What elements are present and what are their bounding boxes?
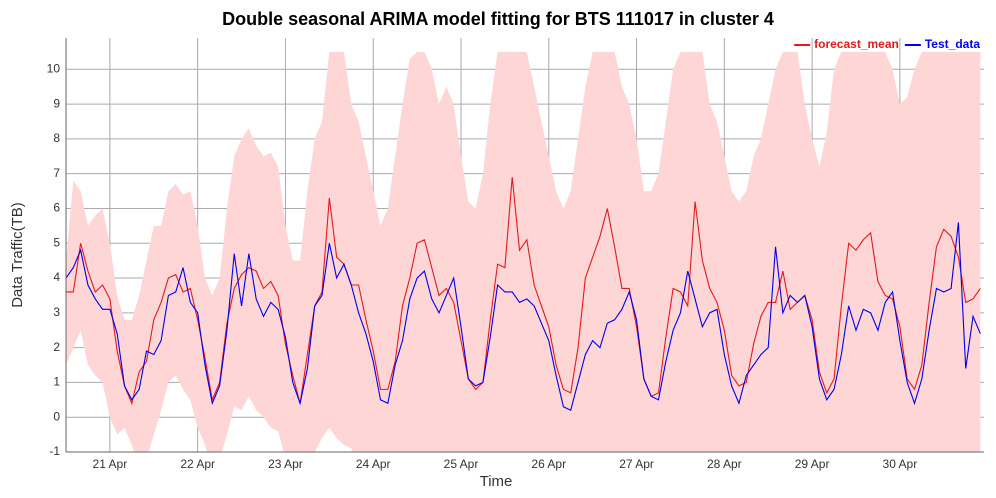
legend-label: forecast_mean: [814, 37, 899, 51]
x-tick-label: 21 Apr: [93, 457, 128, 471]
x-tick-label: 30 Apr: [883, 457, 918, 471]
legend-label: Test_data: [925, 37, 980, 51]
x-tick-label: 29 Apr: [795, 457, 830, 471]
y-tick-label: 5: [53, 235, 60, 249]
y-tick-label: 9: [53, 96, 60, 110]
y-tick-label: 2: [53, 340, 60, 354]
y-tick-label: 1: [53, 375, 60, 389]
y-tick-label: 0: [53, 409, 60, 423]
x-tick-label: 25 Apr: [444, 457, 479, 471]
y-tick-label: 10: [47, 61, 61, 75]
series-line: [66, 177, 981, 406]
x-tick-label: 23 Apr: [268, 457, 303, 471]
y-tick-label: 3: [53, 305, 60, 319]
legend: Test_data forecast_mean: [794, 37, 980, 51]
x-tick-label: 22 Apr: [180, 457, 215, 471]
y-tick-label: 6: [53, 201, 60, 215]
plot-area: [66, 51, 981, 452]
y-axis-label: Data Traffic(TB): [9, 202, 26, 308]
y-tick-label: 4: [53, 270, 60, 284]
y-tick-label: -1: [49, 444, 60, 458]
x-axis-label: Time: [480, 473, 513, 490]
x-tick-label: 28 Apr: [707, 457, 742, 471]
series-line: [66, 222, 981, 412]
x-tick-label: 26 Apr: [531, 457, 566, 471]
x-tick-label: 27 Apr: [619, 457, 654, 471]
y-tick-label: 7: [53, 166, 60, 180]
y-tick-label: 8: [53, 131, 60, 145]
x-tick-label: 24 Apr: [356, 457, 391, 471]
chart-title: Double seasonal ARIMA model fitting for …: [222, 9, 774, 29]
confidence-band: [66, 51, 981, 452]
